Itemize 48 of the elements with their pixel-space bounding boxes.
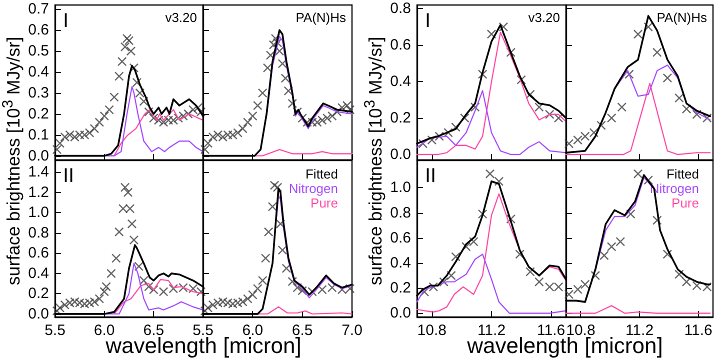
- y-tick-label: 0.4: [28, 64, 49, 81]
- chart-subtitle: v3.20: [528, 10, 560, 25]
- y-tick-label: 0.4: [28, 264, 49, 282]
- y-tick-label: 0.2: [390, 110, 411, 127]
- chart-subtitle: PA(N)Hs: [296, 10, 346, 25]
- y-tick-label: 0.2: [28, 285, 49, 302]
- y-tick-label: 0.6: [28, 244, 49, 262]
- y-tick-label: 1.4: [28, 164, 49, 181]
- y-tick-label: 0.8: [28, 224, 49, 242]
- text: Pure: [672, 196, 699, 210]
- chart-title: II: [63, 165, 74, 187]
- y-tick-label: 0.4: [390, 254, 411, 272]
- text: Fitted: [305, 166, 338, 182]
- y-tick-label: 0.0: [28, 305, 49, 322]
- x-tick-label: 11.2: [625, 322, 654, 339]
- y-tick-label: 0.6: [390, 36, 411, 54]
- series-label: Fitted: [666, 166, 699, 182]
- text: Pure: [310, 196, 338, 210]
- y-tick-label: 0.0: [390, 146, 411, 164]
- y-tick-label: 0.2: [390, 280, 411, 297]
- x-tick-label: 11.6: [537, 322, 566, 339]
- chart-subtitle: v3.20: [165, 10, 198, 25]
- series-label: Nitrogen: [288, 181, 338, 196]
- y-tick-label: 0.0: [390, 304, 411, 322]
- x-tick-label: 11.2: [477, 322, 506, 339]
- x-tick-label: 6.0: [94, 322, 115, 339]
- x-tick-label: 7.0: [342, 322, 362, 339]
- y-tick-label: 1.2: [28, 184, 49, 201]
- y-tick-label: 1.0: [390, 179, 411, 196]
- chart-subtitle: PA(N)Hs: [656, 10, 708, 25]
- x-tick-label: 11.6: [684, 322, 712, 339]
- y-tick-label: 0.0: [28, 147, 49, 164]
- y-tick-label: 0.1: [28, 126, 49, 144]
- y-tick-label: 0.3: [28, 84, 49, 102]
- chart-title: I: [425, 10, 431, 32]
- y-tick-label: 0.8: [390, 0, 411, 18]
- y-tick-label: 0.4: [390, 73, 411, 90]
- x-tick-label: 10.8: [417, 322, 446, 339]
- y-tick-label: 0.6: [390, 229, 411, 246]
- y-tick-label: 0.8: [390, 204, 411, 222]
- chart-title: II: [425, 165, 436, 187]
- y-tick-label: 0.5: [28, 42, 49, 60]
- y-tick-label: 0.2: [28, 105, 49, 122]
- y-tick-label: 0.6: [28, 22, 49, 39]
- x-tick-label: 5.5: [44, 322, 66, 339]
- chart-title: I: [63, 10, 69, 32]
- y-tick-label: 1.0: [28, 204, 49, 222]
- y-tick-label: 0.7: [28, 0, 49, 18]
